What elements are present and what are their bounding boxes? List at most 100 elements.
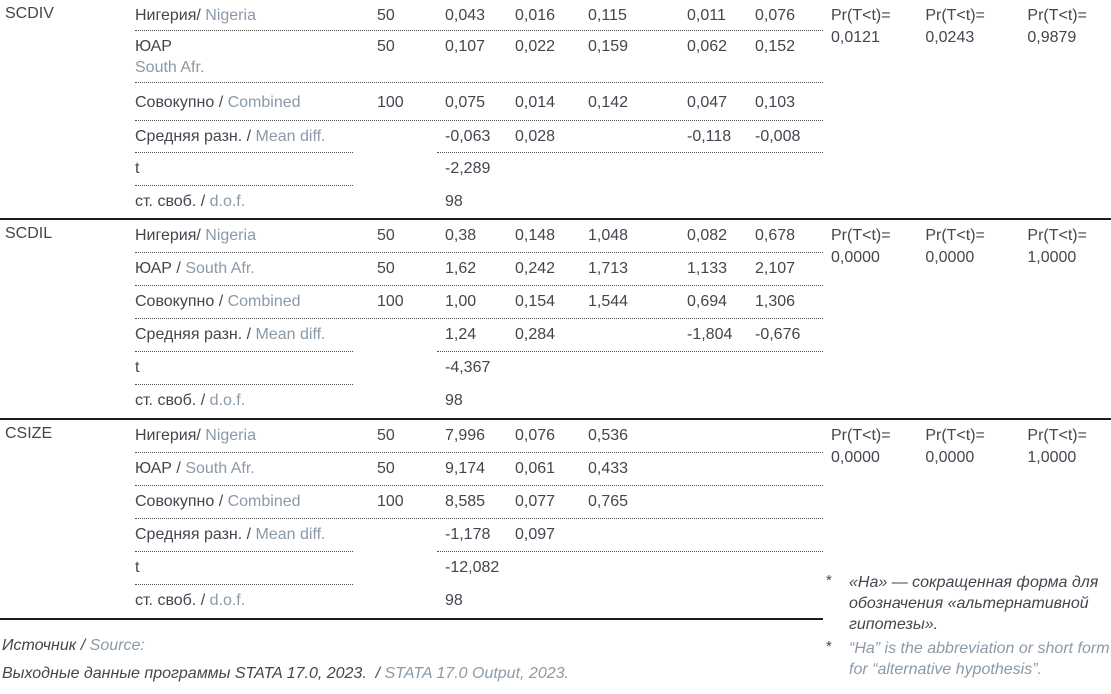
mean-diff-row: Средняя разн. / Mean diff. -0,063 0,028 … <box>135 121 823 153</box>
table-section-scdil: SCDIL Нигерия/ Nigeria 50 0,38 0,148 1,0… <box>0 220 1111 420</box>
cell-obs: 100 <box>377 493 404 510</box>
asterisk-marker: * <box>826 572 832 589</box>
pr-col: Pr(T<t)= 0,0000 <box>831 425 925 620</box>
group-label: Нигерия/ Nigeria <box>135 427 256 444</box>
cell-t-value: -4,367 <box>445 359 491 376</box>
footnote-en: * “Ha” is the abbreviation or short form… <box>823 638 1111 680</box>
table-row: Нигерия/ Nigeria 50 0,043 0,016 0,115 0,… <box>135 0 823 31</box>
mean-diff-values: -1,178 0,097 <box>437 519 823 552</box>
section-rows: Нигерия/ Nigeria 50 7,996 0,076 0,536 ЮА… <box>135 420 823 618</box>
section-rows: Нигерия/ Nigeria 50 0,38 0,148 1,048 0,0… <box>135 220 823 418</box>
variable-name: SCDIV <box>5 5 54 22</box>
pr-col: Pr(T<t)= 0,0243 <box>925 5 1027 218</box>
group-label: Нигерия/ Nigeria <box>135 227 256 244</box>
mean-diff-values: -0,063 0,028 -0,118 -0,008 <box>437 121 823 153</box>
source-footer: Источник / Source: Выходные данные прогр… <box>2 632 569 688</box>
cell-std-err: 0,242 <box>515 260 556 277</box>
pr-label: Pr(T<t)= <box>1027 427 1087 444</box>
cell-std-dev: 0,115 <box>588 7 627 24</box>
t-row: t -4,367 <box>135 352 823 385</box>
cell-std-err: 0,097 <box>515 526 556 543</box>
pr-col: Pr(T<t)= 1,0000 <box>1027 425 1111 620</box>
table-row: Совокупно / Combined 100 8,585 0,077 0,7… <box>135 486 823 519</box>
variable-name: SCDIL <box>5 225 53 242</box>
cell-std-dev: 0,142 <box>588 94 629 111</box>
cell-conf-low: -1,804 <box>687 326 733 343</box>
section-rows: Нигерия/ Nigeria 50 0,043 0,016 0,115 0,… <box>135 0 823 218</box>
cell-conf-high: 0,103 <box>755 94 796 111</box>
cell-conf-low: 1,133 <box>687 260 728 277</box>
cell-conf-low: 0,062 <box>687 38 728 55</box>
cell-conf-low: 0,011 <box>687 7 726 24</box>
cell-conf-low <box>687 524 755 551</box>
table-section-scdiv: SCDIV Нигерия/ Nigeria 50 0,043 0,016 0,… <box>0 0 1111 220</box>
cell-obs: 50 <box>377 38 395 55</box>
cell-std-err: 0,148 <box>515 227 556 244</box>
cell-std-dev: 0,765 <box>588 493 629 510</box>
variable-name: CSIZE <box>5 425 53 442</box>
dof-value-wrap: 98 <box>437 186 823 218</box>
table-section-csize: CSIZE Нигерия/ Nigeria 50 7,996 0,076 0,… <box>0 420 1111 620</box>
table-row: ЮАР / South Afr. 50 1,62 0,242 1,713 1,1… <box>135 253 823 286</box>
footnotes-block: * «На» — сокращенная форма для обозначен… <box>823 572 1111 683</box>
t-row: t -2,289 <box>135 153 823 186</box>
pr-col: Pr(T<t)= 0,0121 <box>831 5 925 218</box>
section-body: CSIZE Нигерия/ Nigeria 50 7,996 0,076 0,… <box>0 420 823 620</box>
cell-obs: 50 <box>377 427 395 444</box>
pr-value: 1,0000 <box>1027 249 1077 266</box>
source-line-1: Источник / Source: <box>2 637 145 654</box>
pr-label: Pr(T<t)= <box>831 227 891 244</box>
cell-std-err: 0,284 <box>515 326 556 343</box>
table-row: Нигерия/ Nigeria 50 0,38 0,148 1,048 0,0… <box>135 220 823 253</box>
cell-mean: 0,075 <box>445 94 486 111</box>
pr-value: 1,0000 <box>1027 449 1077 466</box>
cell-conf-low: 0,694 <box>687 293 728 310</box>
cell-mean: -1,178 <box>445 526 491 543</box>
pr-col: Pr(T<t)= 0,0000 <box>925 425 1027 620</box>
dof-label: ст. своб. / d.o.f. <box>135 592 246 609</box>
cell-mean: 7,996 <box>445 427 486 444</box>
cell-conf-low: -0,118 <box>687 128 732 145</box>
cell-t-value: -2,289 <box>445 160 491 177</box>
pr-label: Pr(T<t)= <box>831 7 891 24</box>
pr-label: Pr(T<t)= <box>925 427 985 444</box>
cell-obs: 100 <box>377 94 404 111</box>
pr-value: 0,0000 <box>831 249 880 266</box>
cell-std-err: 0,014 <box>515 94 556 111</box>
pr-label: Pr(T<t)= <box>925 7 985 24</box>
cell-mean: 1,62 <box>445 260 477 277</box>
t-value-wrap: -12,082 <box>437 552 823 585</box>
group-label: Совокупно / Combined <box>135 493 301 510</box>
cell-obs: 100 <box>377 293 404 310</box>
mean-diff-row: Средняя разн. / Mean diff. -1,178 0,097 <box>135 519 823 552</box>
dof-value-wrap: 98 <box>437 585 823 618</box>
cell-conf-high <box>755 524 823 551</box>
pr-label: Pr(T<t)= <box>925 227 985 244</box>
cell-mean: 0,38 <box>445 227 477 244</box>
group-label: Совокупно / Combined <box>135 94 301 111</box>
cell-std-dev: 0,536 <box>588 427 629 444</box>
mean-diff-row: Средняя разн. / Mean diff. 1,24 0,284 -1… <box>135 319 823 352</box>
dof-value-wrap: 98 <box>437 385 823 418</box>
pr-columns: Pr(T<t)= 0,0000 Pr(T<t)= 0,0000 Pr(T<t)= 1,… <box>823 420 1111 620</box>
cell-t-value: -12,082 <box>445 559 500 576</box>
group-label: Средняя разн. / Mean diff. <box>135 519 353 552</box>
mean-diff-values: 1,24 0,284 -1,804 -0,676 <box>437 319 823 352</box>
group-label: ЮАР South Afr. <box>135 38 205 76</box>
cell-conf-high: 0,076 <box>755 7 796 24</box>
cell-obs: 50 <box>377 227 395 244</box>
pr-col: Pr(T<t)= 1,0000 <box>1027 225 1111 418</box>
cell-mean: 1,00 <box>445 293 477 310</box>
cell-obs: 50 <box>377 7 395 24</box>
pr-columns: Pr(T<t)= 0,0000 Pr(T<t)= 0,0000 Pr(T<t)= 1,… <box>823 220 1111 418</box>
t-value-wrap: -4,367 <box>437 352 823 385</box>
dof-row: ст. своб. / d.o.f. 98 <box>135 585 823 618</box>
footnote-text: “Ha” is the abbreviation or short form f… <box>849 640 1110 678</box>
table-row: ЮАР South Afr. 50 0,107 0,022 0,159 0,062… <box>135 31 823 83</box>
cell-mean: 1,24 <box>445 326 477 343</box>
group-label: ЮАР / South Afr. <box>135 460 255 477</box>
cell-std-err: 0,028 <box>515 128 556 145</box>
dof-row: ст. своб. / d.o.f. 98 <box>135 186 823 218</box>
cell-conf-low: 0,047 <box>687 94 728 111</box>
